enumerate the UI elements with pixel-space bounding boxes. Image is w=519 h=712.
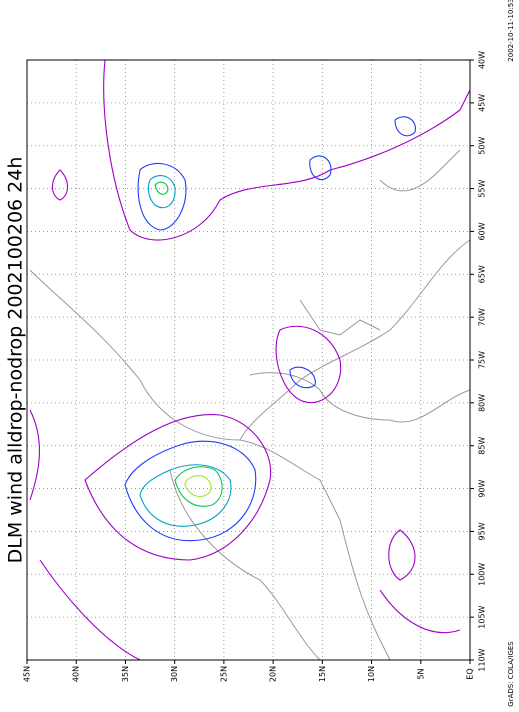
lat-label: 10N <box>367 666 376 682</box>
lon-label: 75W <box>478 351 487 369</box>
lon-label: 110W <box>478 648 487 671</box>
lon-label: 90W <box>478 479 487 497</box>
lat-label: EQ <box>466 668 475 679</box>
lon-label: 60W <box>478 222 487 240</box>
timestamp: 2002-10-11-10:53 <box>507 0 515 62</box>
lon-label: 105W <box>478 605 487 628</box>
lat-label: 40N <box>72 666 81 682</box>
lon-label: 45W <box>478 94 487 112</box>
contours <box>29 59 471 661</box>
lat-label: 5N <box>416 668 425 679</box>
lon-label: 85W <box>478 437 487 455</box>
latitude-labels: 45N 40N 35N 30N 25N 20N 15N 10N 5N EQ <box>23 666 475 682</box>
lon-label: 80W <box>478 394 487 412</box>
lat-label: 25N <box>219 666 228 682</box>
lon-label: 50W <box>478 137 487 155</box>
coastlines <box>29 149 471 661</box>
lat-label: 35N <box>121 666 130 682</box>
lat-label: 30N <box>170 666 179 682</box>
plot-frame <box>26 59 471 661</box>
map-title: DLM wind alldrop-nodrop 2002100206 24h <box>5 157 27 564</box>
lon-label: 100W <box>478 563 487 586</box>
lat-label: 20N <box>269 666 278 682</box>
lat-label: 15N <box>318 666 327 682</box>
lon-label: 95W <box>478 522 487 540</box>
credit: GrADS: COLA/IGES <box>507 641 515 707</box>
lat-label: 45N <box>23 666 32 682</box>
lon-label: 65W <box>478 265 487 283</box>
lon-label: 70W <box>478 308 487 326</box>
lon-label: 40W <box>478 51 487 69</box>
longitude-labels: 40W 45W 50W 55W 60W 65W 70W 75W 80W 85W 90W 95W 100W… <box>478 51 487 672</box>
lon-label: 55W <box>478 179 487 197</box>
graticule <box>26 59 474 664</box>
